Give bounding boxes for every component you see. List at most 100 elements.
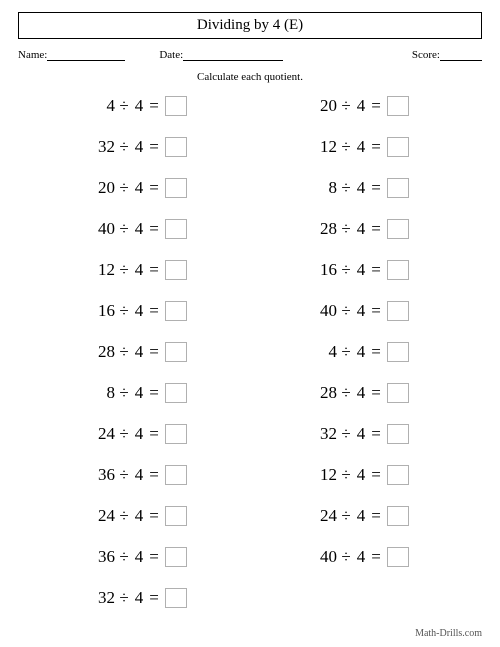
dividend: 40 [91, 219, 115, 239]
equals-sign: = [145, 178, 163, 198]
answer-box[interactable] [387, 342, 409, 362]
dividend: 24 [91, 424, 115, 444]
answer-box[interactable] [387, 424, 409, 444]
answer-box[interactable] [387, 547, 409, 567]
problem-row: 36÷4= [91, 546, 187, 568]
divide-operator: ÷ [337, 342, 355, 362]
answer-box[interactable] [165, 219, 187, 239]
problem-row: 20÷4= [313, 95, 409, 117]
answer-box[interactable] [165, 424, 187, 444]
dividend: 24 [313, 506, 337, 526]
problem-row: 8÷4= [313, 177, 409, 199]
divide-operator: ÷ [115, 383, 133, 403]
problem-row: 12÷4= [313, 136, 409, 158]
divide-operator: ÷ [337, 137, 355, 157]
answer-box[interactable] [165, 506, 187, 526]
equals-sign: = [367, 465, 385, 485]
answer-box[interactable] [165, 260, 187, 280]
answer-box[interactable] [387, 465, 409, 485]
answer-box[interactable] [165, 588, 187, 608]
worksheet-title: Dividing by 4 (E) [18, 12, 482, 39]
divisor: 4 [355, 219, 367, 239]
answer-box[interactable] [165, 465, 187, 485]
divisor: 4 [133, 424, 145, 444]
answer-box[interactable] [387, 137, 409, 157]
divisor: 4 [133, 506, 145, 526]
answer-box[interactable] [387, 219, 409, 239]
divisor: 4 [133, 301, 145, 321]
problem-row: 12÷4= [313, 464, 409, 486]
equals-sign: = [145, 219, 163, 239]
divisor: 4 [133, 383, 145, 403]
divide-operator: ÷ [337, 260, 355, 280]
answer-box[interactable] [165, 547, 187, 567]
divide-operator: ÷ [337, 383, 355, 403]
divisor: 4 [355, 424, 367, 444]
answer-box[interactable] [387, 301, 409, 321]
dividend: 20 [91, 178, 115, 198]
answer-box[interactable] [387, 383, 409, 403]
date-line[interactable] [183, 49, 283, 61]
equals-sign: = [367, 96, 385, 116]
divide-operator: ÷ [115, 465, 133, 485]
left-column: 4÷4=32÷4=20÷4=40÷4=12÷4=16÷4=28÷4=8÷4=24… [91, 95, 187, 609]
dividend: 36 [91, 547, 115, 567]
name-line[interactable] [47, 49, 125, 61]
problem-row: 20÷4= [91, 177, 187, 199]
divisor: 4 [133, 137, 145, 157]
problem-row: 8÷4= [91, 382, 187, 404]
dividend: 28 [91, 342, 115, 362]
answer-box[interactable] [165, 301, 187, 321]
dividend: 24 [91, 506, 115, 526]
dividend: 8 [313, 178, 337, 198]
answer-box[interactable] [165, 383, 187, 403]
problem-row: 4÷4= [91, 95, 187, 117]
dividend: 4 [313, 342, 337, 362]
answer-box[interactable] [165, 137, 187, 157]
equals-sign: = [145, 465, 163, 485]
divide-operator: ÷ [337, 178, 355, 198]
divide-operator: ÷ [115, 301, 133, 321]
dividend: 16 [313, 260, 337, 280]
divisor: 4 [133, 178, 145, 198]
divide-operator: ÷ [115, 342, 133, 362]
dividend: 36 [91, 465, 115, 485]
dividend: 32 [91, 137, 115, 157]
dividend: 28 [313, 383, 337, 403]
name-label: Name: [18, 49, 47, 61]
name-field: Name: [18, 49, 125, 61]
right-column: 20÷4=12÷4=8÷4=28÷4=16÷4=40÷4=4÷4=28÷4=32… [313, 95, 409, 609]
divide-operator: ÷ [115, 424, 133, 444]
equals-sign: = [145, 342, 163, 362]
divide-operator: ÷ [115, 219, 133, 239]
divisor: 4 [133, 342, 145, 362]
problem-row: 40÷4= [91, 218, 187, 240]
answer-box[interactable] [387, 96, 409, 116]
problem-row: 16÷4= [313, 259, 409, 281]
equals-sign: = [145, 301, 163, 321]
divide-operator: ÷ [115, 260, 133, 280]
divide-operator: ÷ [115, 547, 133, 567]
answer-box[interactable] [387, 260, 409, 280]
equals-sign: = [367, 260, 385, 280]
answer-box[interactable] [165, 96, 187, 116]
dividend: 28 [313, 219, 337, 239]
dividend: 32 [91, 588, 115, 608]
divisor: 4 [133, 588, 145, 608]
answer-box[interactable] [387, 178, 409, 198]
problem-row: 28÷4= [91, 341, 187, 363]
dividend: 12 [313, 137, 337, 157]
divisor: 4 [355, 137, 367, 157]
divisor: 4 [133, 465, 145, 485]
answer-box[interactable] [165, 342, 187, 362]
equals-sign: = [367, 547, 385, 567]
divisor: 4 [355, 465, 367, 485]
problem-row: 32÷4= [91, 587, 187, 609]
dividend: 12 [91, 260, 115, 280]
answer-box[interactable] [165, 178, 187, 198]
problem-row: 12÷4= [91, 259, 187, 281]
divide-operator: ÷ [337, 424, 355, 444]
problem-row: 24÷4= [313, 505, 409, 527]
answer-box[interactable] [387, 506, 409, 526]
score-line[interactable] [440, 49, 482, 61]
